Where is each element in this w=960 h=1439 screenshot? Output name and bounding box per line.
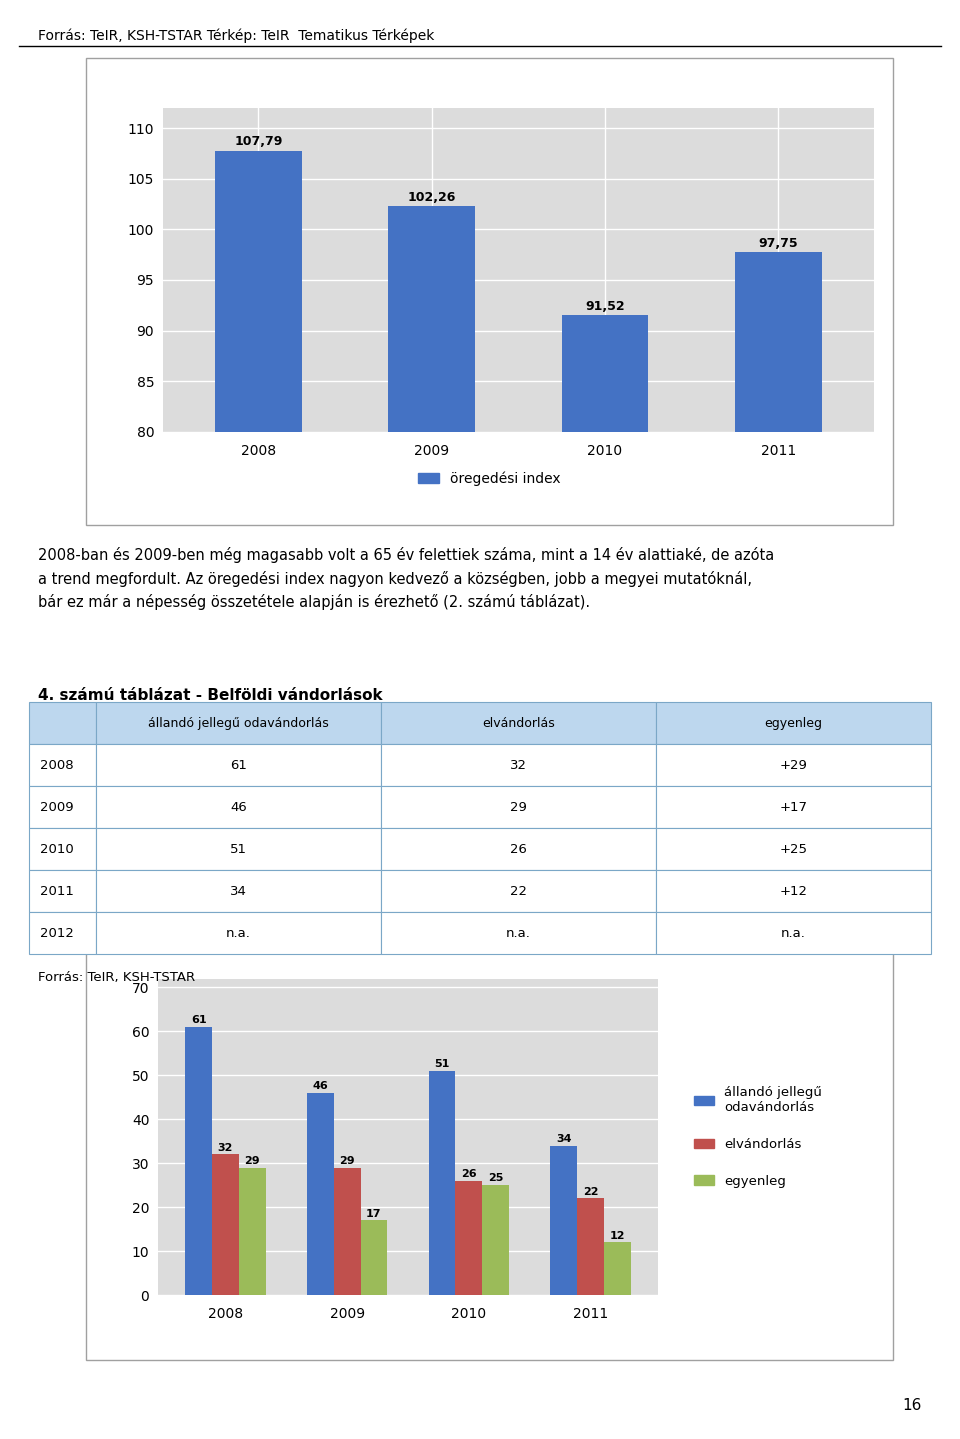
- Bar: [96, 702, 381, 744]
- Bar: [550, 1145, 577, 1295]
- Text: 102,26: 102,26: [408, 191, 456, 204]
- Text: 26: 26: [461, 1168, 477, 1179]
- Text: n.a.: n.a.: [506, 927, 531, 940]
- Text: +12: +12: [780, 885, 807, 898]
- Text: 29: 29: [245, 1156, 260, 1166]
- Bar: [96, 786, 381, 829]
- Bar: [361, 1220, 387, 1295]
- Bar: [96, 744, 381, 786]
- Text: 2011: 2011: [39, 885, 74, 898]
- Text: 32: 32: [510, 758, 527, 771]
- Text: 4. számú táblázat - Belföldi vándorlások: 4. számú táblázat - Belföldi vándorlások: [38, 688, 383, 702]
- Text: 61: 61: [191, 1014, 206, 1025]
- Text: 12: 12: [610, 1230, 625, 1240]
- Legend: öregedési index: öregedési index: [413, 466, 566, 491]
- Text: 29: 29: [510, 800, 527, 813]
- Bar: [389, 206, 475, 1240]
- Bar: [381, 786, 656, 829]
- Text: 2009: 2009: [39, 800, 73, 813]
- Bar: [29, 871, 96, 912]
- Text: 17: 17: [366, 1209, 382, 1219]
- Bar: [429, 1071, 455, 1295]
- Bar: [29, 829, 96, 871]
- Bar: [482, 1186, 509, 1295]
- Text: n.a.: n.a.: [781, 927, 806, 940]
- Bar: [96, 871, 381, 912]
- Text: 91,52: 91,52: [586, 301, 625, 314]
- Text: +25: +25: [780, 843, 807, 856]
- Text: Forrás: TeIR, KSH-TSTAR: Forrás: TeIR, KSH-TSTAR: [38, 971, 196, 984]
- Bar: [562, 315, 648, 1240]
- Text: 2012: 2012: [39, 927, 74, 940]
- Text: 61: 61: [230, 758, 247, 771]
- Bar: [577, 1199, 604, 1295]
- Text: 51: 51: [435, 1059, 450, 1069]
- Text: állandó jellegű odavándorlás: állandó jellegű odavándorlás: [148, 717, 329, 730]
- Bar: [96, 912, 381, 954]
- Text: 2008-ban és 2009-ben még magasabb volt a 65 év felettiek száma, mint a 14 év ala: 2008-ban és 2009-ben még magasabb volt a…: [38, 547, 775, 610]
- Text: 97,75: 97,75: [758, 237, 798, 250]
- Bar: [96, 829, 381, 871]
- Bar: [381, 871, 656, 912]
- Bar: [29, 744, 96, 786]
- Text: 34: 34: [556, 1134, 571, 1144]
- Bar: [455, 1181, 482, 1295]
- Text: 107,79: 107,79: [234, 135, 282, 148]
- Text: 16: 16: [902, 1399, 922, 1413]
- Text: 25: 25: [488, 1173, 503, 1183]
- Text: +17: +17: [780, 800, 807, 813]
- Text: 2010: 2010: [39, 843, 73, 856]
- Text: 46: 46: [312, 1081, 328, 1091]
- Bar: [29, 786, 96, 829]
- Text: 26: 26: [510, 843, 527, 856]
- Bar: [215, 151, 301, 1240]
- Bar: [735, 252, 822, 1240]
- Bar: [381, 912, 656, 954]
- Text: 22: 22: [510, 885, 527, 898]
- Text: 22: 22: [583, 1187, 598, 1197]
- Bar: [381, 829, 656, 871]
- Bar: [212, 1154, 239, 1295]
- Legend: állandó jellegű
odavándorlás, elvándorlás, egyenleg: állandó jellegű odavándorlás, elvándorlá…: [694, 1086, 823, 1187]
- Bar: [656, 702, 931, 744]
- Bar: [307, 1092, 334, 1295]
- Bar: [656, 744, 931, 786]
- Text: 32: 32: [218, 1143, 233, 1153]
- Bar: [239, 1167, 266, 1295]
- Text: n.a.: n.a.: [227, 927, 252, 940]
- Bar: [29, 702, 96, 744]
- Bar: [381, 744, 656, 786]
- Text: 46: 46: [230, 800, 247, 813]
- Bar: [185, 1027, 212, 1295]
- Text: 29: 29: [339, 1156, 355, 1166]
- Bar: [604, 1242, 631, 1295]
- Text: 51: 51: [230, 843, 247, 856]
- Text: elvándorlás: elvándorlás: [482, 717, 555, 730]
- Text: +29: +29: [780, 758, 807, 771]
- Text: egyenleg: egyenleg: [764, 717, 823, 730]
- Bar: [381, 702, 656, 744]
- Bar: [656, 829, 931, 871]
- Bar: [334, 1167, 361, 1295]
- Bar: [656, 871, 931, 912]
- Bar: [656, 786, 931, 829]
- Text: Forrás: TeIR, KSH-TSTAR Térkép: TeIR  Tematikus Térképek: Forrás: TeIR, KSH-TSTAR Térkép: TeIR Tem…: [38, 29, 435, 43]
- Bar: [656, 912, 931, 954]
- Text: 34: 34: [230, 885, 247, 898]
- Text: 2008: 2008: [39, 758, 73, 771]
- Bar: [29, 912, 96, 954]
